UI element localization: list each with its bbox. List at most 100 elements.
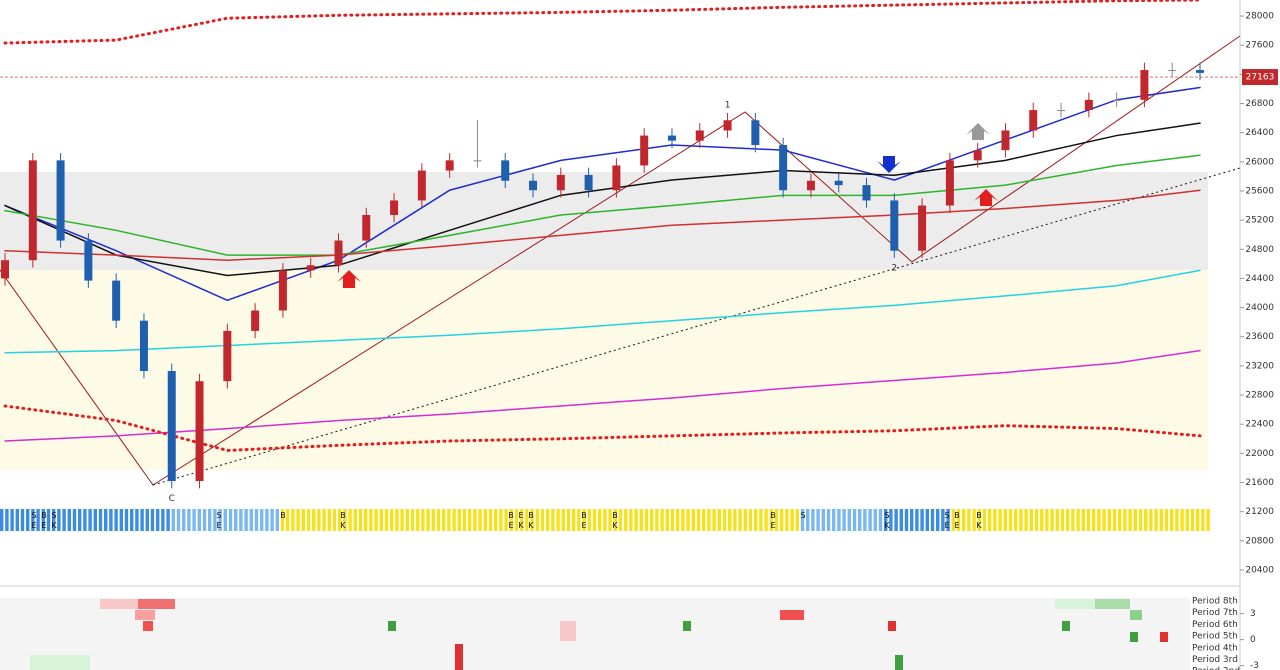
- osc-panel: [0, 598, 1190, 670]
- candle-body: [723, 120, 732, 131]
- signal-stripe: [1092, 509, 1096, 531]
- osc-tick-label: 3: [1250, 609, 1256, 619]
- candle-body: [834, 180, 843, 186]
- y-tick-label: 25200: [1245, 216, 1274, 226]
- signal-stripe: [395, 509, 399, 531]
- signal-char: B: [508, 511, 514, 520]
- signal-stripe: [733, 509, 737, 531]
- signal-stripe: [72, 509, 77, 531]
- signal-stripe: [98, 509, 103, 531]
- signal-stripe: [10, 509, 14, 531]
- candle-body: [529, 180, 538, 191]
- signal-char: S: [216, 511, 221, 520]
- signal-stripe: [962, 509, 966, 531]
- signal-stripe: [816, 509, 820, 531]
- signal-stripe: [1040, 509, 1044, 531]
- candle-body: [806, 180, 815, 191]
- y-tick-label: 25600: [1245, 186, 1274, 196]
- signal-stripe: [509, 509, 513, 531]
- signal-stripe: [1003, 509, 1007, 531]
- signal-stripe: [1206, 509, 1210, 531]
- signal-stripe: [364, 509, 368, 531]
- signal-stripe: [223, 509, 227, 531]
- indicator-line: [4, 189, 1201, 261]
- signal-stripe: [488, 509, 493, 531]
- osc-tick-label: -3: [1250, 661, 1259, 670]
- heat-cells: [30, 599, 1168, 670]
- signal-stripe: [1190, 509, 1195, 531]
- signal-char: B: [41, 511, 47, 520]
- signal-stripe: [556, 509, 560, 531]
- signal-stripe: [837, 509, 841, 531]
- signal-stripe: [1201, 509, 1205, 531]
- zigzag-trend: [0, 35, 1241, 486]
- candle-body: [584, 174, 593, 191]
- signal-stripe: [702, 509, 706, 531]
- signal-stripe: [598, 509, 602, 531]
- signal-stripe: [1149, 509, 1153, 531]
- signal-stripe: [1034, 509, 1039, 531]
- signal-stripe: [790, 509, 794, 531]
- signal-stripe: [1118, 509, 1122, 531]
- signal-stripe: [483, 509, 487, 531]
- signal-stripe: [832, 509, 836, 531]
- signal-char: E: [770, 521, 775, 530]
- signal-stripe: [1066, 509, 1070, 531]
- signal-stripe: [956, 509, 961, 531]
- signal-stripe: [665, 509, 669, 531]
- signal-stripe: [338, 509, 342, 531]
- signal-stripe: [275, 509, 279, 531]
- signal-stripe: [431, 509, 435, 531]
- signal-stripe: [88, 509, 92, 531]
- signal-stripe: [416, 509, 420, 531]
- price-tag: [1242, 69, 1278, 86]
- price-tag-label: 27163: [1246, 73, 1275, 83]
- signal-stripe: [67, 509, 71, 531]
- signal-stripe: [249, 509, 253, 531]
- y-tick-label: 23200: [1245, 361, 1274, 371]
- signal-stripe: [280, 509, 285, 531]
- signal-stripe: [889, 509, 893, 531]
- signal-stripe: [650, 509, 654, 531]
- signal-char: K: [528, 521, 534, 530]
- pivot-label: 1: [725, 100, 731, 110]
- signal-stripe: [904, 509, 909, 531]
- signal-stripe: [343, 509, 347, 531]
- signal-stripe: [717, 509, 721, 531]
- signal-stripe: [639, 509, 643, 531]
- signal-stripe: [348, 509, 352, 531]
- signal-char: B: [528, 511, 534, 520]
- signal-char: K: [612, 521, 618, 530]
- signal-stripe: [93, 509, 97, 531]
- period-label: Period 7th: [1192, 608, 1238, 618]
- y-tick-label: 26000: [1245, 157, 1274, 167]
- signal-stripe: [78, 509, 82, 531]
- candle-body: [417, 170, 426, 201]
- signal-stripe: [811, 509, 815, 531]
- signal-stripe: [624, 509, 628, 531]
- signal-stripe: [1164, 509, 1169, 531]
- signal-char: B: [770, 511, 776, 520]
- signal-stripe: [1185, 509, 1189, 531]
- signal-stripe: [1097, 509, 1101, 531]
- candle-body: [362, 215, 371, 241]
- signal-stripe: [566, 509, 571, 531]
- candle-body: [1084, 99, 1093, 111]
- signal-stripe: [114, 509, 118, 531]
- signal-stripe: [1128, 509, 1132, 531]
- candle-body: [751, 120, 760, 146]
- signal-stripe: [187, 509, 191, 531]
- signal-char: B: [612, 511, 618, 520]
- signal-stripe: [109, 509, 113, 531]
- y-tick-label: 22400: [1245, 420, 1274, 430]
- signal-stripe: [920, 509, 924, 531]
- signal-stripe: [764, 509, 768, 531]
- signal-stripe: [572, 509, 576, 531]
- signal-stripe: [847, 509, 851, 531]
- y-tick-label: 20800: [1245, 536, 1274, 546]
- signal-stripe: [130, 509, 134, 531]
- signal-stripe: [291, 509, 295, 531]
